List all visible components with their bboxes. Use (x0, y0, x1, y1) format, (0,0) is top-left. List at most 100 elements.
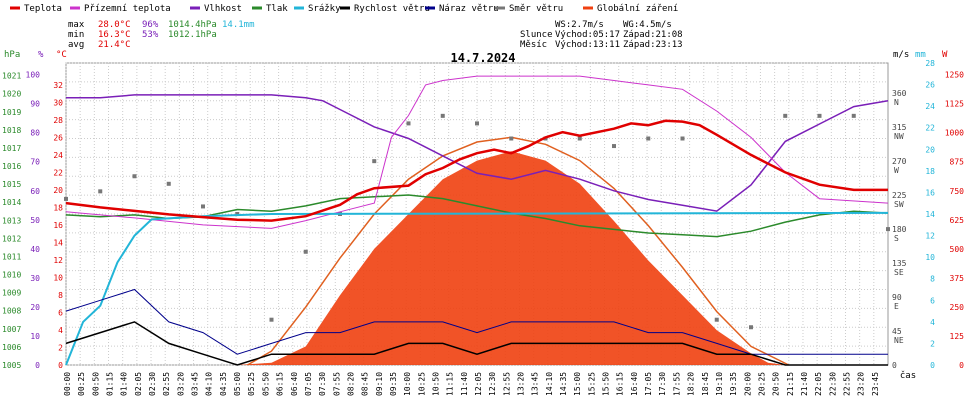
tick-time-40: 16:40 (630, 372, 639, 396)
wind-dir-point-13 (509, 136, 514, 141)
tick-ms-26: 26 (925, 81, 935, 90)
wind-speed-line (65, 321, 888, 366)
tick-ms-22: 22 (925, 124, 935, 133)
tick-wdir-7: 45 (892, 327, 902, 336)
tick-hpa-7: 1012 (2, 234, 21, 243)
tick-time-39: 16:15 (616, 372, 625, 396)
tick-time-4: 01:40 (120, 372, 129, 396)
tick-ms-6: 6 (930, 296, 935, 305)
tick-time-14: 05:50 (261, 372, 270, 396)
tick-time-53: 22:05 (814, 372, 823, 396)
tick-hpa-3: 1008 (2, 307, 21, 316)
tick-time-12: 05:00 (233, 372, 242, 396)
legend-label-4: Srážky (308, 4, 341, 14)
tick-time-56: 23:20 (857, 372, 866, 396)
tick-temp-13: 26 (53, 133, 63, 142)
tick-wm2-6: 750 (950, 187, 965, 196)
tick-wdir-dir-5: SE (894, 268, 904, 277)
tick-time-28: 11:40 (460, 372, 469, 396)
tick-time-8: 03:20 (176, 372, 185, 396)
tick-ms-10: 10 (925, 253, 935, 262)
tick-temp-0: 0 (58, 361, 63, 370)
tick-ms-20: 20 (925, 145, 935, 154)
tick-wdir-dir-7: NE (894, 336, 904, 345)
tick-time-50: 20:50 (772, 372, 781, 396)
legend-label-6: Náraz větru (439, 4, 499, 14)
tick-time-10: 04:10 (205, 372, 214, 396)
tick-wm2-4: 500 (950, 245, 965, 254)
tick-temp-4: 8 (58, 291, 63, 300)
tick-temp-11: 22 (53, 168, 63, 177)
tick-pct-5: 50 (30, 216, 40, 225)
wind-dir-point-5 (235, 212, 240, 216)
tick-temp-10: 20 (53, 186, 63, 195)
tick-wdir-dir-0: N (894, 98, 899, 107)
legend-label-2: Vlhkost (204, 4, 242, 14)
wind-dir-point-11 (440, 113, 445, 118)
tick-time-44: 18:20 (687, 372, 696, 396)
tick-time-54: 22:30 (828, 372, 837, 396)
stats-max-hum: 96% (142, 20, 159, 30)
tick-hpa-0: 1005 (2, 361, 21, 370)
info-sun-set: Západ:21:08 (623, 30, 683, 40)
wind-dir-point-20 (749, 325, 753, 330)
wind-dir-point-21 (783, 113, 788, 118)
tick-wm2-7: 875 (950, 158, 965, 167)
tick-hpa-15: 1020 (2, 90, 21, 99)
tick-hpa-5: 1010 (2, 271, 21, 280)
wind-dir-point-6 (269, 317, 274, 322)
tick-wdir-6: 90 (892, 293, 902, 302)
tick-time-26: 10:50 (431, 372, 440, 396)
tick-time-6: 02:30 (148, 372, 157, 396)
info-wg: WG:4.5m/s (623, 20, 672, 30)
tick-ms-0: 0 (930, 361, 935, 370)
tick-temp-2: 4 (58, 326, 63, 335)
tick-temp-8: 16 (53, 221, 63, 230)
info-sun-label: Slunce (520, 30, 553, 40)
tick-wm2-3: 375 (950, 274, 965, 283)
tick-time-0: 00:00 (63, 372, 72, 396)
tick-time-32: 13:20 (517, 372, 526, 396)
tick-time-29: 12:05 (474, 372, 483, 396)
wind-dir-point-22 (817, 113, 822, 118)
tick-time-3: 01:15 (106, 372, 115, 396)
tick-time-2: 00:50 (91, 372, 100, 396)
tick-wdir-dir-6: E (894, 302, 899, 311)
tick-wdir-dir-1: NW (894, 132, 904, 141)
tick-pct-1: 10 (30, 332, 40, 341)
ground-temp-line (65, 75, 889, 229)
wind-dir-point-0 (64, 196, 68, 201)
stats-avg-label: avg (68, 40, 84, 50)
stats-max-temp: 28.0°C (98, 20, 131, 30)
tick-pct-4: 40 (30, 245, 40, 254)
tick-time-24: 10:00 (403, 372, 412, 396)
tick-ms-8: 8 (930, 275, 935, 284)
tick-time-42: 17:30 (658, 372, 667, 396)
tick-time-11: 04:35 (219, 372, 228, 396)
tick-wm2-2: 250 (950, 303, 965, 312)
legend-label-1: Přízemní teplota (84, 4, 171, 14)
info-moon-label: Měsíc (520, 40, 547, 50)
tick-wdir-4: 180 (892, 225, 907, 234)
humidity-line (66, 94, 889, 212)
tick-time-16: 06:40 (290, 372, 299, 396)
tick-wdir-1: 315 (892, 123, 907, 132)
tick-ms-18: 18 (925, 167, 935, 176)
wind-dir-point-17 (646, 136, 651, 141)
legend-label-7: Směr větru (509, 4, 563, 14)
tick-temp-16: 32 (53, 81, 63, 90)
tick-time-13: 05:25 (247, 372, 256, 396)
tick-ms-28: 28 (925, 59, 935, 68)
tick-wm2-0: 0 (959, 361, 964, 370)
wind-dir-point-19 (714, 317, 719, 322)
tick-wm2-9: 1125 (945, 100, 964, 109)
tick-ms-24: 24 (925, 102, 935, 111)
legend-label-8: Globální záření (597, 4, 678, 14)
stats-min-label: min (68, 30, 84, 40)
tick-hpa-14: 1019 (2, 108, 21, 117)
info-ws: WS:2.7m/s (555, 20, 604, 30)
tick-wm2-5: 625 (950, 216, 965, 225)
wind-dir-point-1 (98, 189, 103, 194)
info-moon-rise: Východ:13:11 (555, 40, 620, 50)
